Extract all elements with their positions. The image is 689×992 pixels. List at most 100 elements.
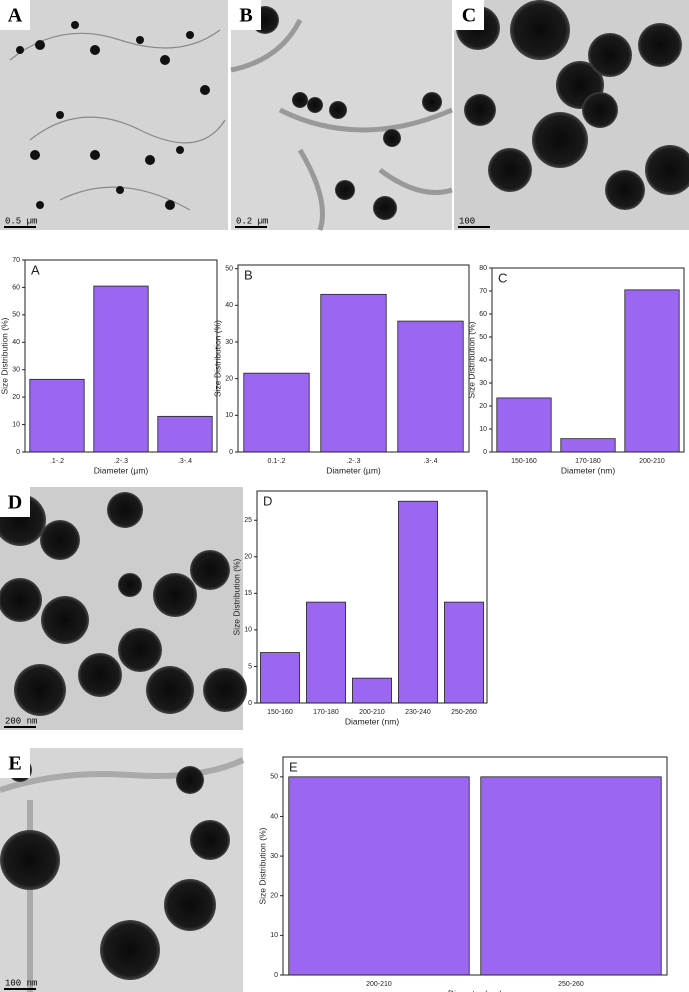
y-tick-label: 50 — [12, 312, 20, 319]
x-tick-label: 150-160 — [511, 458, 537, 465]
x-tick-label: 250-260 — [558, 981, 584, 988]
bar — [444, 601, 484, 704]
image-label: C — [462, 5, 476, 27]
x-tick-label: 230-240 — [405, 709, 431, 716]
y-tick-label: 30 — [12, 367, 20, 374]
x-axis-label: Diameter (nm) — [448, 988, 502, 992]
y-tick-label: 80 — [479, 265, 487, 272]
scale-bar-label: 200 nm — [5, 716, 37, 726]
panel-label: E — [289, 759, 298, 774]
y-tick-label: 40 — [479, 357, 487, 364]
y-tick-label: 40 — [225, 302, 233, 309]
bar — [480, 776, 662, 976]
y-tick-label: 15 — [244, 590, 252, 597]
scale-bar-label: 100 nm — [5, 978, 37, 988]
bar — [397, 320, 464, 453]
y-tick-label: 40 — [270, 813, 278, 820]
x-tick-label: 200-210 — [366, 981, 392, 988]
y-tick-label: 20 — [12, 394, 20, 401]
y-tick-label: 60 — [12, 284, 20, 291]
label-box — [454, 0, 484, 30]
y-tick-label: 20 — [225, 376, 233, 383]
plot-frame — [24, 259, 218, 453]
x-tick-label: .2-.3 — [346, 458, 360, 465]
label-box — [0, 487, 30, 517]
y-tick-label: 20 — [270, 893, 278, 900]
bar — [320, 293, 387, 453]
x-tick-label: .3-.4 — [178, 458, 192, 465]
y-tick-label: 50 — [270, 774, 278, 781]
bar — [306, 601, 346, 704]
x-tick-label: 150-160 — [267, 709, 293, 716]
bar — [496, 397, 552, 453]
x-axis-label: Diameter (nm) — [561, 465, 615, 475]
bar — [260, 652, 300, 704]
x-axis-label: Diameter (µm) — [94, 465, 149, 475]
image-label: A — [8, 5, 23, 27]
bar — [29, 378, 85, 453]
y-tick-label: 20 — [244, 554, 252, 561]
image-label: E — [8, 753, 21, 775]
tem-image — [0, 0, 228, 230]
panel-label: C — [498, 270, 507, 285]
x-tick-label: 170-180 — [313, 709, 339, 716]
bar — [288, 776, 470, 976]
scale-bar-label: 0.2 µm — [236, 216, 268, 226]
panel-label: D — [263, 493, 272, 508]
x-tick-label: 200-210 — [639, 458, 665, 465]
y-tick-label: 10 — [225, 412, 233, 419]
x-tick-label: .2-.3 — [114, 458, 128, 465]
y-tick-label: 70 — [12, 257, 20, 264]
scale-bar-label: 0.5 µm — [5, 216, 37, 226]
y-tick-label: 50 — [225, 266, 233, 273]
label-box — [0, 0, 30, 30]
tem-image — [454, 0, 689, 230]
y-tick-label: 30 — [270, 853, 278, 860]
image-label: D — [8, 492, 22, 514]
tem-image — [0, 487, 247, 730]
x-tick-label: 170-180 — [575, 458, 601, 465]
y-axis-label: Size Distribution (%) — [466, 321, 476, 398]
y-tick-label: 20 — [479, 403, 487, 410]
y-tick-label: 0 — [229, 449, 233, 456]
panel-label: B — [244, 267, 253, 282]
y-tick-label: 10 — [270, 932, 278, 939]
bar — [624, 289, 680, 453]
x-axis-label: Diameter (nm) — [345, 716, 399, 726]
y-tick-label: 0 — [274, 972, 278, 979]
y-tick-label: 70 — [479, 288, 487, 295]
y-tick-label: 30 — [479, 380, 487, 387]
y-tick-label: 10 — [244, 627, 252, 634]
y-tick-label: 10 — [12, 421, 20, 428]
tem-image — [230, 0, 453, 231]
bar — [243, 372, 310, 453]
x-tick-label: .3-.4 — [423, 458, 437, 465]
plot-frame — [237, 264, 470, 453]
y-tick-label: 0 — [16, 449, 20, 456]
label-box — [0, 748, 30, 778]
image-label: B — [239, 5, 252, 27]
y-tick-label: 10 — [479, 426, 487, 433]
y-tick-label: 60 — [479, 311, 487, 318]
y-axis-label: Size Distribution (%) — [212, 320, 222, 397]
x-axis-label: Diameter (µm) — [326, 465, 381, 475]
bar — [157, 415, 213, 453]
x-tick-label: 0.1-.2 — [268, 458, 286, 465]
bar — [398, 500, 438, 704]
x-tick-label: 200-210 — [359, 709, 385, 716]
x-tick-label: .1-.2 — [50, 458, 64, 465]
y-tick-label: 50 — [479, 334, 487, 341]
x-tick-label: 250-260 — [451, 709, 477, 716]
panel-label: A — [31, 262, 40, 277]
y-tick-label: 40 — [12, 339, 20, 346]
y-tick-label: 30 — [225, 339, 233, 346]
plot-frame — [282, 756, 668, 976]
bar — [93, 285, 149, 453]
y-tick-label: 5 — [248, 663, 252, 670]
y-axis-label: Size Distribution (%) — [231, 558, 241, 635]
scale-bar-label: 100 — [459, 216, 475, 226]
label-box — [231, 0, 261, 30]
bar — [352, 677, 392, 704]
y-tick-label: 0 — [483, 449, 487, 456]
